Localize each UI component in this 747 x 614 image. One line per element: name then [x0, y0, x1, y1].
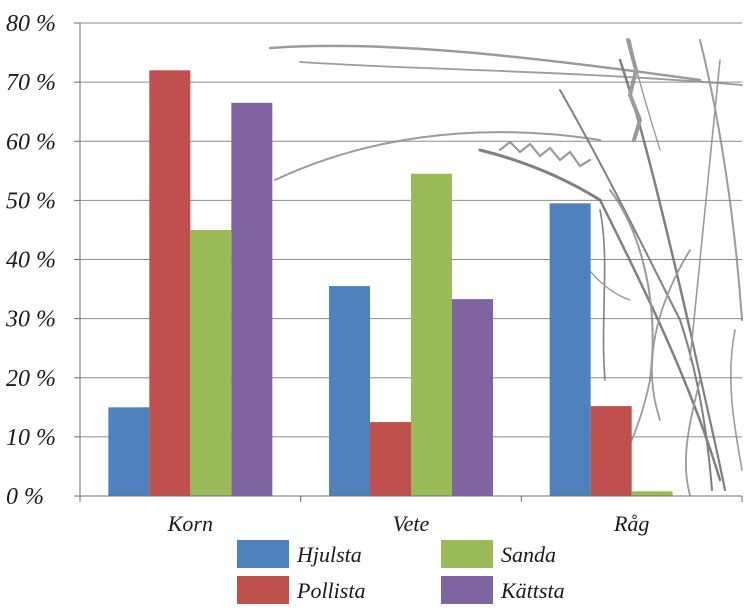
- legend-swatch: [237, 540, 289, 568]
- x-category-label: Råg: [613, 511, 649, 536]
- bar-sanda-korn: [190, 229, 232, 496]
- x-category-label: Vete: [393, 511, 430, 536]
- legend-label: Pollista: [296, 578, 365, 603]
- y-tick-label: 10 %: [6, 425, 56, 451]
- bar-sanda-vete: [411, 173, 452, 497]
- axes: [74, 22, 743, 502]
- bar-hjulsta-vete: [329, 286, 370, 496]
- y-tick-label: 80 %: [6, 11, 56, 37]
- y-tick-label: 0 %: [6, 484, 44, 510]
- y-tick-label: 30 %: [5, 307, 56, 333]
- y-tick-label: 50 %: [6, 188, 56, 214]
- bars: [108, 70, 673, 497]
- bar-hjulsta-korn: [108, 407, 150, 496]
- y-tick-label: 40 %: [6, 248, 56, 274]
- bar-hjulsta-r-g: [549, 203, 591, 497]
- y-tick-label: 20 %: [6, 366, 56, 392]
- bar-k-ttsta-korn: [231, 102, 273, 496]
- bar-k-ttsta-vete: [452, 299, 493, 496]
- legend-label: Kättsta: [500, 578, 565, 603]
- bar-pollista-r-g: [590, 406, 632, 496]
- axis-labels: 0 % 10 % 20 % 30 % 40 % 50 % 60 % 70 % 80 % Korn V…: [5, 11, 649, 536]
- bar-sanda-r-g: [631, 491, 673, 496]
- legend-swatch: [237, 576, 289, 604]
- legend-swatch: [441, 540, 493, 568]
- y-tick-label: 70 %: [6, 70, 56, 96]
- y-tick-label: 60 %: [6, 129, 56, 155]
- legend: Hjulsta Pollista Sanda Kättsta: [237, 540, 565, 604]
- legend-item: Pollista: [237, 576, 365, 604]
- x-category-label: Korn: [167, 511, 213, 536]
- legend-item: Sanda: [441, 540, 556, 568]
- bar-pollista-korn: [149, 70, 191, 497]
- bar-pollista-vete: [370, 422, 411, 496]
- legend-label: Sanda: [501, 542, 556, 567]
- legend-label: Hjulsta: [296, 542, 362, 567]
- legend-item: Kättsta: [441, 576, 565, 604]
- legend-swatch: [441, 576, 493, 604]
- legend-item: Hjulsta: [237, 540, 362, 568]
- cereal-plant-illustration: [268, 38, 743, 496]
